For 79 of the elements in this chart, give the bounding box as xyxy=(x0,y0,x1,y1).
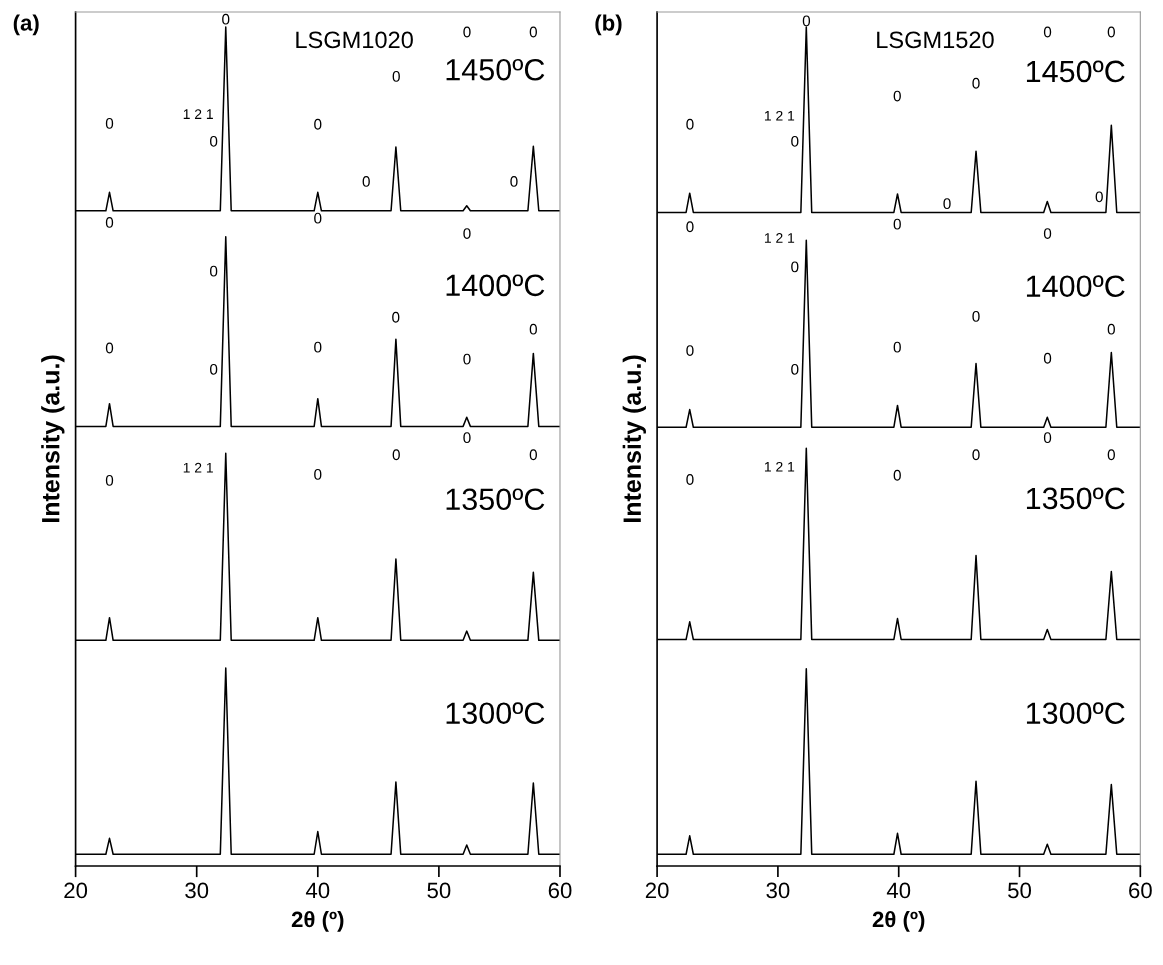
annotation: 0 xyxy=(686,118,694,130)
annotation: 0 xyxy=(686,474,694,485)
chart-title: (b) xyxy=(595,14,622,36)
annotation: 0 xyxy=(463,228,471,239)
annotation: 0 xyxy=(972,449,980,461)
annotation: 1 2 1 xyxy=(764,110,795,121)
annotation: 0 xyxy=(686,345,694,356)
annotation: 0 xyxy=(529,449,537,461)
annotation: 0 xyxy=(510,176,518,187)
series-label: 1400ºC xyxy=(446,274,545,297)
annotation: LSGM1020 xyxy=(296,31,413,49)
annotation: 0 xyxy=(1107,323,1115,335)
text: 1350ºC xyxy=(446,488,545,511)
x-tick-label: 60 xyxy=(1129,882,1152,899)
annotation: 0 xyxy=(105,217,114,228)
annotation: 0 xyxy=(893,90,901,102)
x-tick-label: 40 xyxy=(886,882,911,899)
annotation: 0 xyxy=(1107,449,1115,461)
annotation: 0 xyxy=(362,176,370,187)
annotation: 0 xyxy=(893,218,901,230)
annotation: 0 xyxy=(392,311,400,323)
annotation: 0 xyxy=(1107,26,1115,38)
annotation: 0 xyxy=(314,118,322,130)
annotation: 0 xyxy=(791,261,799,273)
x-tick-label: 40 xyxy=(305,882,330,899)
text: 0 xyxy=(222,13,230,25)
annotation: 0 xyxy=(1043,228,1052,239)
text: 1450ºC xyxy=(446,58,545,81)
annotation: 1 2 1 xyxy=(183,109,213,119)
x-axis-title: 2θ (º) xyxy=(872,911,925,932)
series-label: 1400ºC xyxy=(1026,275,1125,298)
annotation: 0 xyxy=(314,468,322,480)
x-tick-label: 60 xyxy=(548,882,572,899)
annotation: 0 xyxy=(1043,432,1052,444)
x-tick-label: 20 xyxy=(645,882,669,899)
annotation: 0 xyxy=(1095,191,1103,203)
y-axis-title: Intensity (a.u.) xyxy=(41,355,65,523)
x-axis-title: 2θ (º) xyxy=(291,911,344,932)
annotation: 0 xyxy=(972,77,980,89)
annotation: 0 xyxy=(463,432,471,444)
annotation: 0 xyxy=(791,135,799,147)
annotation: 0 xyxy=(209,363,218,375)
text: 1300ºC xyxy=(1026,702,1125,725)
annotation: 0 xyxy=(463,353,471,365)
text: 1350ºC xyxy=(1026,487,1125,510)
annotation: 0 xyxy=(972,310,980,322)
annotation: 0 xyxy=(392,71,400,82)
annotation: LSGM1520 xyxy=(877,31,994,49)
annotation: 1 2 1 xyxy=(764,233,795,243)
annotation: 0 xyxy=(314,341,322,353)
annotation: 0 xyxy=(209,265,218,277)
annotation: 0 xyxy=(529,323,537,335)
x-tick-label: 30 xyxy=(766,882,790,899)
annotation: 0 xyxy=(686,221,694,233)
annotation: 0 xyxy=(105,474,114,486)
annotation: 0 xyxy=(463,26,471,38)
annotation: 0 xyxy=(943,198,951,210)
annotation: 0 xyxy=(529,26,537,38)
annotation: 0 xyxy=(1043,352,1052,364)
x-tick-label: 50 xyxy=(427,882,451,899)
y-axis-title: Intensity (a.u.) xyxy=(622,355,646,523)
annotation: 0 xyxy=(314,212,322,224)
annotation: 1 2 1 xyxy=(764,461,795,472)
annotation: 0 xyxy=(392,449,400,461)
annotation: 0 xyxy=(893,469,901,481)
text: 0 xyxy=(802,15,811,27)
annotation: 0 xyxy=(105,117,114,129)
annotation: 0 xyxy=(893,341,901,353)
series-label: 1300ºC xyxy=(446,702,545,725)
x-tick-label: 20 xyxy=(64,882,88,899)
annotation: 1 2 1 xyxy=(183,462,213,473)
x-tick-label: 50 xyxy=(1008,882,1032,899)
chart-title: (a) xyxy=(13,14,39,36)
annotation: 0 xyxy=(105,342,114,354)
annotation: 0 xyxy=(1043,26,1052,38)
x-tick-label: 30 xyxy=(185,882,209,899)
annotation: 0 xyxy=(209,135,218,147)
annotation: 0 xyxy=(791,363,799,375)
series-label: 1450ºC xyxy=(1026,60,1125,83)
